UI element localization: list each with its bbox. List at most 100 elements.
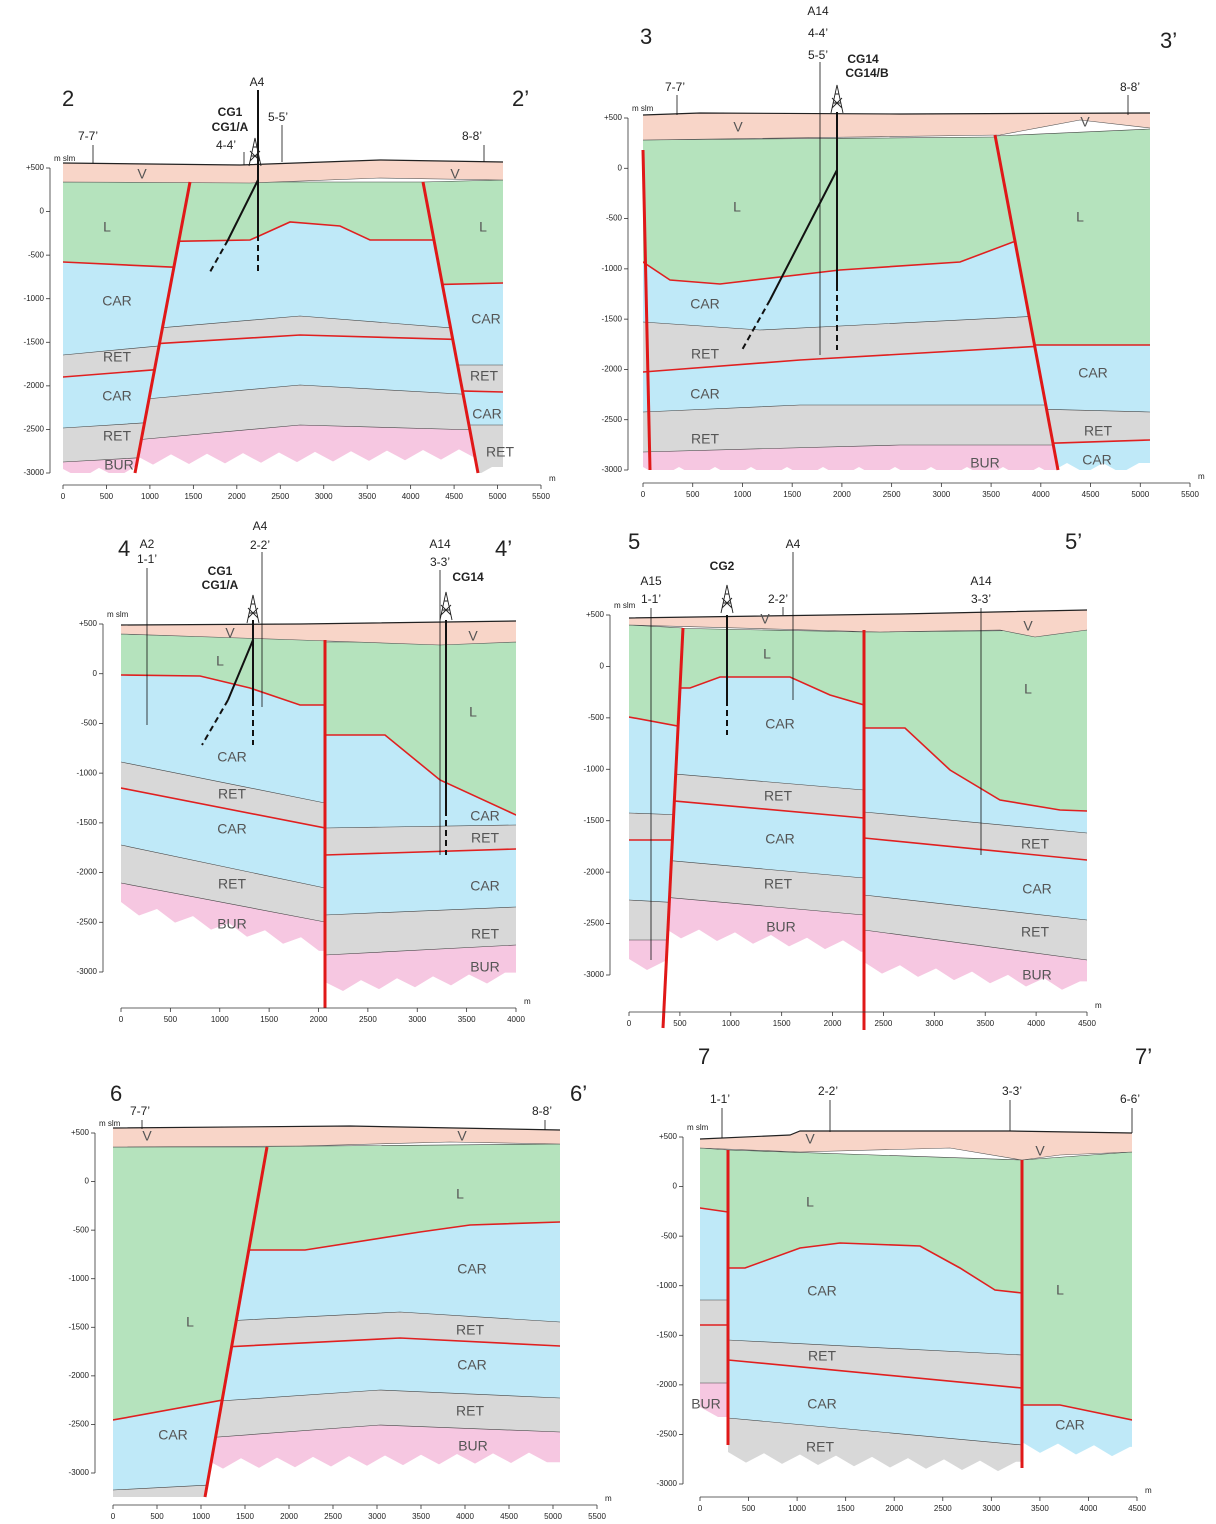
y-tick-label: -1500: [602, 314, 623, 323]
x-tick-label: 4000: [1027, 1019, 1045, 1028]
y-tick-label: -2000: [657, 1380, 678, 1389]
x-tick-label: 0: [119, 1015, 124, 1024]
x-tick-label: 2000: [885, 1504, 903, 1513]
x-tick-label: 3500: [1031, 1504, 1049, 1513]
unit-label: RET: [471, 926, 499, 942]
unit-label: CAR: [102, 293, 132, 309]
unit-label: CAR: [1082, 452, 1112, 468]
y-axis-unit: m slm: [107, 610, 129, 619]
x-tick-label: 4500: [1082, 490, 1100, 499]
y-tick-label: +500: [659, 1132, 678, 1141]
unit-label: RET: [471, 830, 499, 846]
well-label: 3-3’: [971, 592, 991, 606]
unit-label: RET: [103, 349, 131, 365]
x-axis-unit: m: [1198, 472, 1205, 481]
y-tick-label: +500: [604, 113, 623, 122]
x-tick-label: 0: [627, 1019, 632, 1028]
y-tick-label: -2500: [602, 415, 623, 424]
unit-label: RET: [103, 428, 131, 444]
y-tick-label: -3000: [69, 1468, 90, 1477]
x-tick-label: 5500: [588, 1512, 606, 1521]
derrick: [247, 595, 259, 623]
borehole-label: CG1: [218, 105, 243, 119]
y-tick-label: 0: [93, 669, 98, 678]
unit-label: L: [216, 653, 224, 669]
unit-label: CAR: [765, 716, 795, 732]
section-start: 7: [698, 1044, 710, 1069]
y-tick-label: -3000: [657, 1479, 678, 1488]
unit-label: CAR: [217, 749, 247, 765]
section-end: 5’: [1065, 529, 1082, 554]
unit-label: CAR: [1022, 881, 1052, 897]
x-tick-label: 0: [111, 1512, 116, 1521]
x-tick-label: 5500: [532, 492, 550, 501]
unit-label: CAR: [690, 296, 720, 312]
x-tick-label: 500: [150, 1512, 164, 1521]
y-tick-label: 0: [618, 163, 623, 172]
x-tick-label: 3500: [982, 490, 1000, 499]
section-end: 2’: [512, 86, 529, 111]
y-tick-label: -1000: [24, 294, 45, 303]
x-tick-label: 3000: [315, 492, 333, 501]
well-label: A4: [786, 537, 801, 551]
well-label: 2-2’: [768, 592, 788, 606]
x-tick-label: 3500: [412, 1512, 430, 1521]
unit-label: L: [763, 646, 771, 662]
y-tick-label: -1500: [77, 818, 98, 827]
y-tick-label: -500: [588, 713, 605, 722]
y-tick-label: -1000: [77, 768, 98, 777]
borehole-label: CG1/A: [202, 578, 239, 592]
unit-label: CAR: [158, 1427, 188, 1443]
x-tick-label: 500: [686, 490, 700, 499]
unit-label: L: [456, 1186, 464, 1202]
well-label: 5-5’: [808, 48, 828, 62]
y-tick-label: -1000: [602, 264, 623, 273]
y-tick-label: -1500: [657, 1330, 678, 1339]
unit-label: CAR: [472, 406, 502, 422]
y-axis-unit: m slm: [54, 154, 76, 163]
unit-label: RET: [1084, 423, 1112, 439]
y-tick-label: +500: [586, 610, 605, 619]
unit-label: RET: [691, 431, 719, 447]
x-tick-label: 5000: [1131, 490, 1149, 499]
well-label: 4-4’: [216, 138, 236, 152]
x-tick-label: 0: [641, 490, 646, 499]
unit-label: L: [103, 219, 111, 235]
well-label: 2-2’: [818, 1084, 838, 1098]
unit-label: CAR: [217, 821, 247, 837]
y-axis-unit: m slm: [687, 1123, 709, 1132]
cross-sections: +500 0 -500 -1000 -1500 -2000 -2500 -3000 m slm 0…: [0, 0, 1216, 1524]
unit-label: RET: [764, 788, 792, 804]
x-tick-label: 2500: [934, 1504, 952, 1513]
x-tick-label: 4500: [1128, 1504, 1146, 1513]
y-tick-label: -2500: [584, 919, 605, 928]
x-tick-label: 1500: [184, 492, 202, 501]
unit-label: BUR: [691, 1396, 721, 1412]
y-axis-unit: m slm: [632, 104, 654, 113]
unit-label: CAR: [470, 808, 500, 824]
well-label: 8-8’: [532, 1104, 552, 1118]
unit-label: L: [733, 199, 741, 215]
unit-label: RET: [764, 876, 792, 892]
x-tick-label: 1000: [211, 1015, 229, 1024]
unit-label: L: [186, 1314, 194, 1330]
borehole-label: CG14: [452, 570, 484, 584]
y-tick-label: -2000: [584, 867, 605, 876]
unit-label: RET: [806, 1439, 834, 1455]
section-start: 2: [62, 86, 74, 111]
unit-label: V: [142, 1128, 152, 1144]
x-tick-label: 2000: [280, 1512, 298, 1521]
y-axis-unit: m slm: [99, 1119, 121, 1128]
section-end: 4’: [495, 536, 512, 561]
y-tick-label: -500: [81, 719, 98, 728]
unit-label: CAR: [457, 1357, 487, 1373]
y-tick-label: 0: [40, 207, 45, 216]
unit-label: V: [225, 625, 235, 641]
unit-label: BUR: [217, 916, 247, 932]
section-end: 3’: [1160, 28, 1177, 53]
well-label: A14: [970, 574, 992, 588]
x-tick-label: 4000: [1080, 1504, 1098, 1513]
y-tick-label: -500: [606, 214, 623, 223]
y-tick-label: -3000: [24, 468, 45, 477]
unit-label: CAR: [471, 311, 501, 327]
